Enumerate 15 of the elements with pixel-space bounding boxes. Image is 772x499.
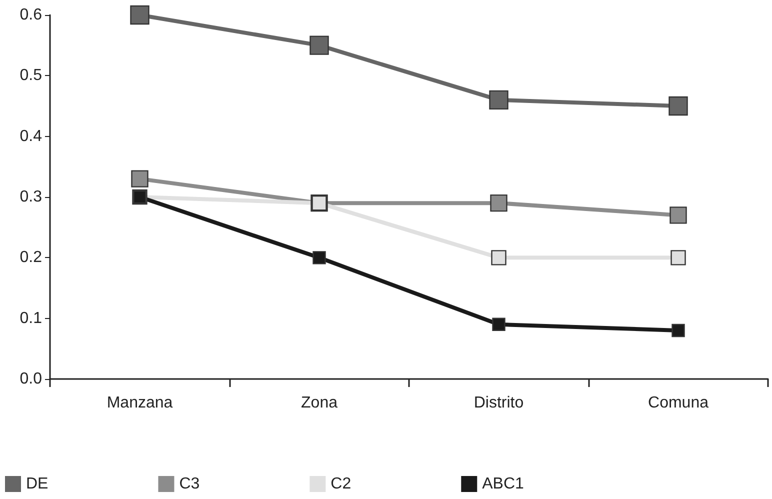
legend-label: DE: [26, 476, 48, 492]
x-tick-label: Comuna: [648, 394, 709, 412]
x-tick-label: Zona: [301, 394, 338, 412]
y-tick-label: 0.6: [20, 6, 42, 24]
legend-label: ABC1: [482, 476, 524, 492]
y-tick-label: 0.0: [20, 370, 42, 388]
x-tick-label: Distrito: [474, 394, 524, 412]
y-tick-label: 0.5: [20, 67, 42, 84]
legend-label: C3: [179, 476, 200, 492]
y-tick-label: 0.2: [20, 249, 42, 266]
y-tick-label: 0.3: [20, 188, 42, 206]
y-tick-label: 0.4: [20, 128, 42, 145]
legend-label: C2: [330, 476, 352, 492]
y-tick-label: 0.1: [20, 310, 42, 327]
x-tick-label: Manzana: [106, 394, 173, 412]
